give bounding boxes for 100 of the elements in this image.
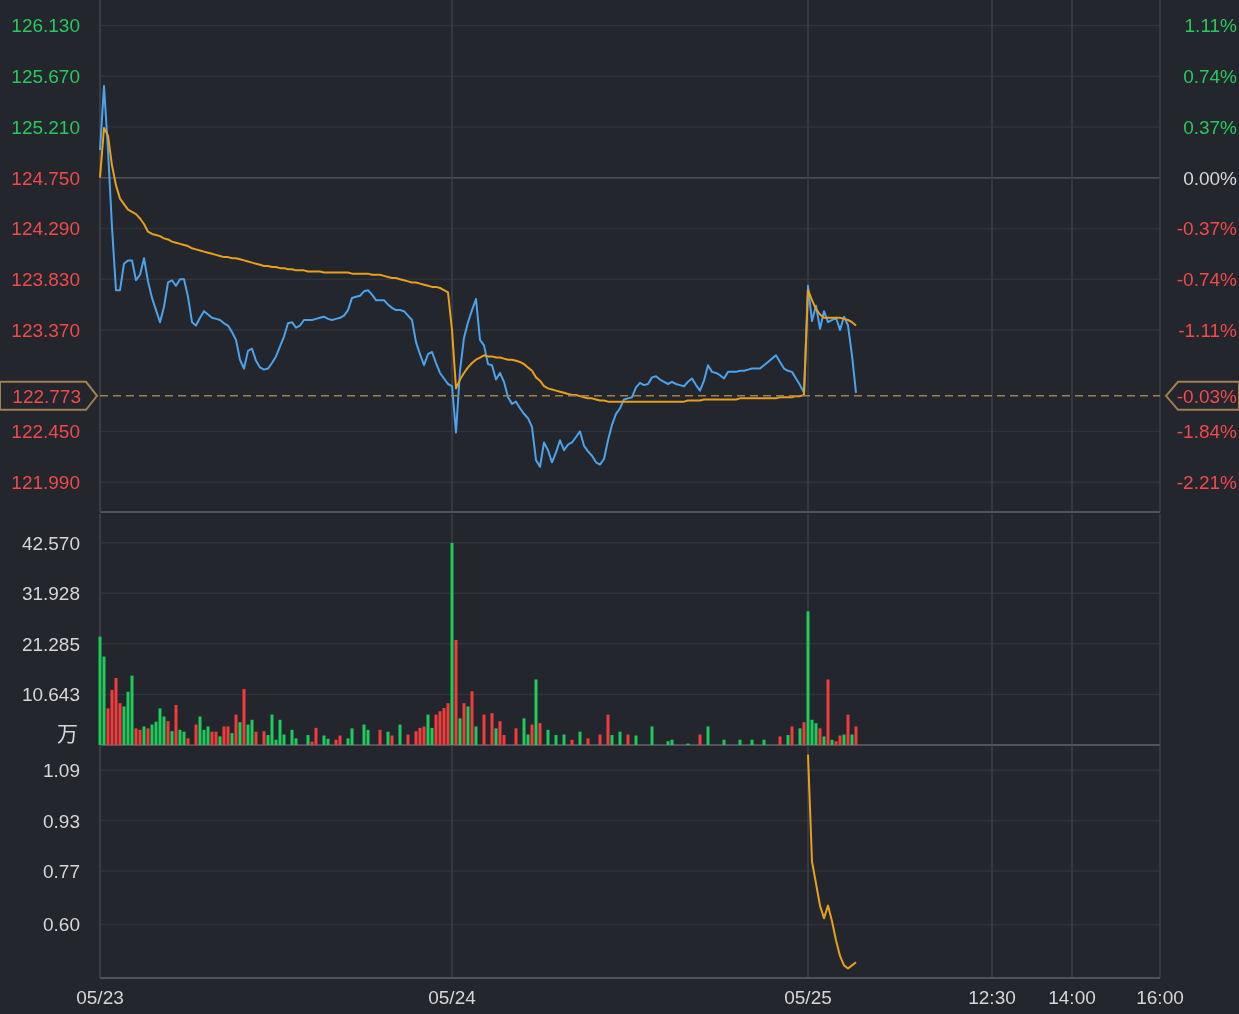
- x-tick-label: 05/23: [76, 987, 124, 1008]
- bar: [470, 691, 474, 745]
- bar: [222, 726, 226, 745]
- bar: [586, 738, 590, 745]
- bar: [818, 728, 822, 745]
- bar: [538, 723, 542, 745]
- bar: [842, 734, 846, 745]
- y-tick-label: 125.210: [11, 116, 80, 138]
- bar: [666, 741, 670, 745]
- bar: [738, 739, 742, 745]
- bar: [434, 714, 438, 745]
- bar: [634, 735, 638, 745]
- y-tick-label: 124.290: [11, 218, 80, 240]
- bar: [218, 736, 222, 745]
- bar: [466, 706, 470, 745]
- bar: [806, 611, 810, 745]
- bar: [386, 731, 390, 745]
- bar: [814, 723, 818, 745]
- bar: [450, 542, 454, 745]
- bar: [362, 724, 366, 745]
- bar: [246, 724, 250, 745]
- bar: [270, 714, 274, 745]
- bar: [134, 728, 138, 745]
- y-axis-title: 万: [57, 722, 78, 745]
- bar: [422, 726, 426, 745]
- bar: [334, 739, 338, 745]
- line-series: [807, 753, 857, 970]
- bar: [198, 716, 202, 745]
- y2-tick-label: 0.74%: [1183, 65, 1238, 87]
- text: -0.03%: [1176, 385, 1238, 407]
- bar: [250, 719, 254, 745]
- line-series: [99, 85, 857, 468]
- bar: [534, 679, 538, 745]
- bar: [214, 731, 218, 745]
- bar: [790, 726, 794, 745]
- bar: [578, 731, 582, 745]
- bar: [98, 636, 102, 745]
- y-tick-label: 125.670: [11, 66, 80, 88]
- bar: [830, 739, 834, 745]
- bar: [482, 714, 486, 745]
- bar: [626, 734, 630, 745]
- y2-tick-label: 0.00%: [1183, 167, 1238, 189]
- bar: [170, 731, 174, 745]
- bar: [854, 726, 858, 745]
- y2-tick-label: 0.37%: [1183, 116, 1238, 138]
- bar: [570, 739, 574, 745]
- bar: [186, 738, 190, 745]
- y-tick-label: 0.60: [43, 914, 80, 936]
- bar: [130, 675, 134, 745]
- bar: [498, 721, 502, 745]
- bar: [554, 735, 558, 745]
- bar: [438, 711, 442, 745]
- bar: [254, 731, 258, 745]
- x-tick-label: 05/24: [428, 987, 477, 1008]
- bar: [474, 726, 478, 745]
- bar: [802, 722, 806, 745]
- bar: [242, 688, 246, 745]
- bar: [650, 726, 654, 745]
- y2-tick-label: -2.21%: [1176, 471, 1238, 493]
- line-series: [99, 127, 857, 403]
- x-tick-label: 14:00: [1048, 987, 1096, 1008]
- bar: [562, 734, 566, 745]
- bar: [414, 731, 418, 745]
- bar: [142, 726, 146, 745]
- y2-tick-label: -0.74%: [1176, 269, 1238, 291]
- bar: [490, 713, 494, 745]
- bar: [138, 729, 142, 745]
- y-tick-label: 121.990: [11, 472, 80, 494]
- x-tick-label: 16:00: [1136, 987, 1184, 1008]
- y2-tick-label: -1.84%: [1176, 420, 1238, 442]
- bar: [178, 729, 182, 745]
- bar: [314, 727, 318, 745]
- bar: [530, 724, 534, 745]
- bar: [598, 734, 602, 745]
- bar: [326, 738, 330, 745]
- bar: [706, 726, 710, 745]
- bar: [306, 735, 310, 745]
- bar: [494, 728, 498, 745]
- bar: [210, 731, 214, 745]
- bar: [194, 724, 198, 745]
- bar: [786, 735, 790, 745]
- bar: [174, 705, 178, 745]
- bar: [206, 726, 210, 745]
- bar: [426, 714, 430, 745]
- x-tick-label: 12:30: [968, 987, 1016, 1008]
- bar: [158, 708, 162, 745]
- bar: [350, 728, 354, 745]
- bar: [722, 739, 726, 745]
- bar: [454, 639, 458, 745]
- bar: [230, 733, 234, 745]
- y-tick-label: 0.77: [43, 860, 80, 882]
- y-tick-label: 126.130: [11, 15, 80, 37]
- bar: [670, 739, 674, 745]
- bar: [846, 714, 850, 745]
- bar: [826, 679, 830, 745]
- bar: [278, 719, 282, 745]
- y-tick-label: 42.570: [21, 532, 80, 554]
- y2-tick-label: -0.37%: [1176, 218, 1238, 240]
- bar: [290, 729, 294, 745]
- y2-tick-label: -1.11%: [1178, 320, 1238, 342]
